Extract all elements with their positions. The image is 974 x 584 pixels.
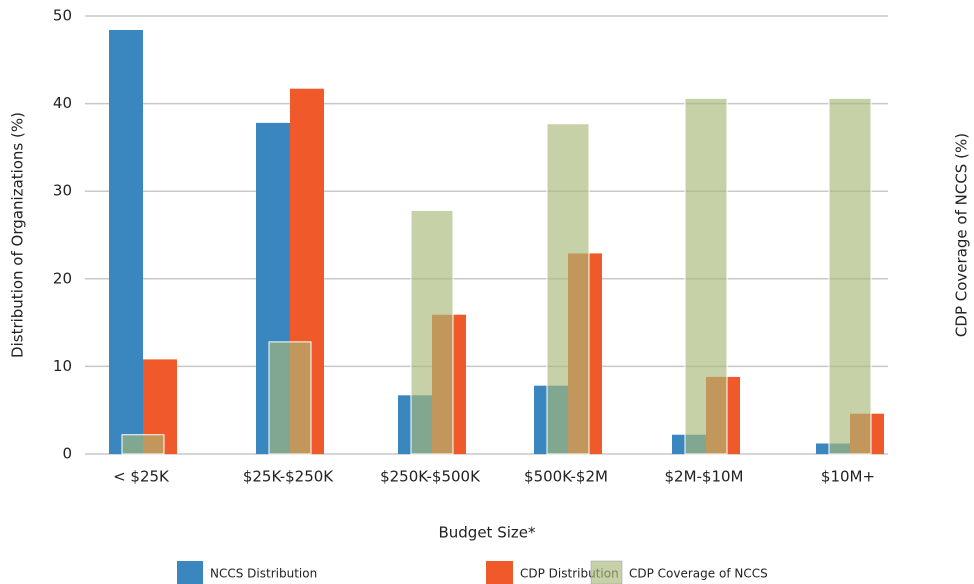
legend-swatch — [590, 560, 623, 584]
bar — [546, 123, 590, 455]
y-tick-label: 20 — [53, 269, 72, 287]
y-tick-label: 0 — [62, 445, 72, 463]
bar — [268, 341, 312, 455]
y-tick-label: 50 — [53, 7, 72, 25]
y-axis-label: Distribution of Organizations (%) — [9, 112, 27, 358]
y-tick-label: 30 — [53, 182, 72, 200]
y2-axis-label: CDP Coverage of NCCS (%) — [953, 133, 971, 337]
legend-label: NCCS Distribution — [210, 567, 317, 581]
x-axis-label: Budget Size* — [438, 524, 536, 542]
bar — [684, 97, 728, 455]
x-tick-label: < $25K — [113, 468, 170, 486]
bar — [410, 209, 454, 455]
legend-label: CDP Coverage of NCCS — [629, 567, 768, 581]
x-tick-label: $10M+ — [821, 468, 875, 486]
x-tick-label: $500K-$2M — [524, 468, 608, 486]
bar — [828, 97, 872, 455]
legend-swatch — [177, 561, 203, 584]
y-tick-label: 10 — [53, 357, 72, 375]
x-tick-label: $250K-$500K — [380, 468, 481, 486]
bar — [109, 30, 143, 455]
bar — [121, 434, 165, 455]
y-tick-label: 40 — [53, 94, 72, 112]
legend-swatch — [486, 561, 513, 584]
x-tick-label: $2M-$10M — [664, 468, 743, 486]
x-tick-label: $25K-$250K — [243, 468, 334, 486]
